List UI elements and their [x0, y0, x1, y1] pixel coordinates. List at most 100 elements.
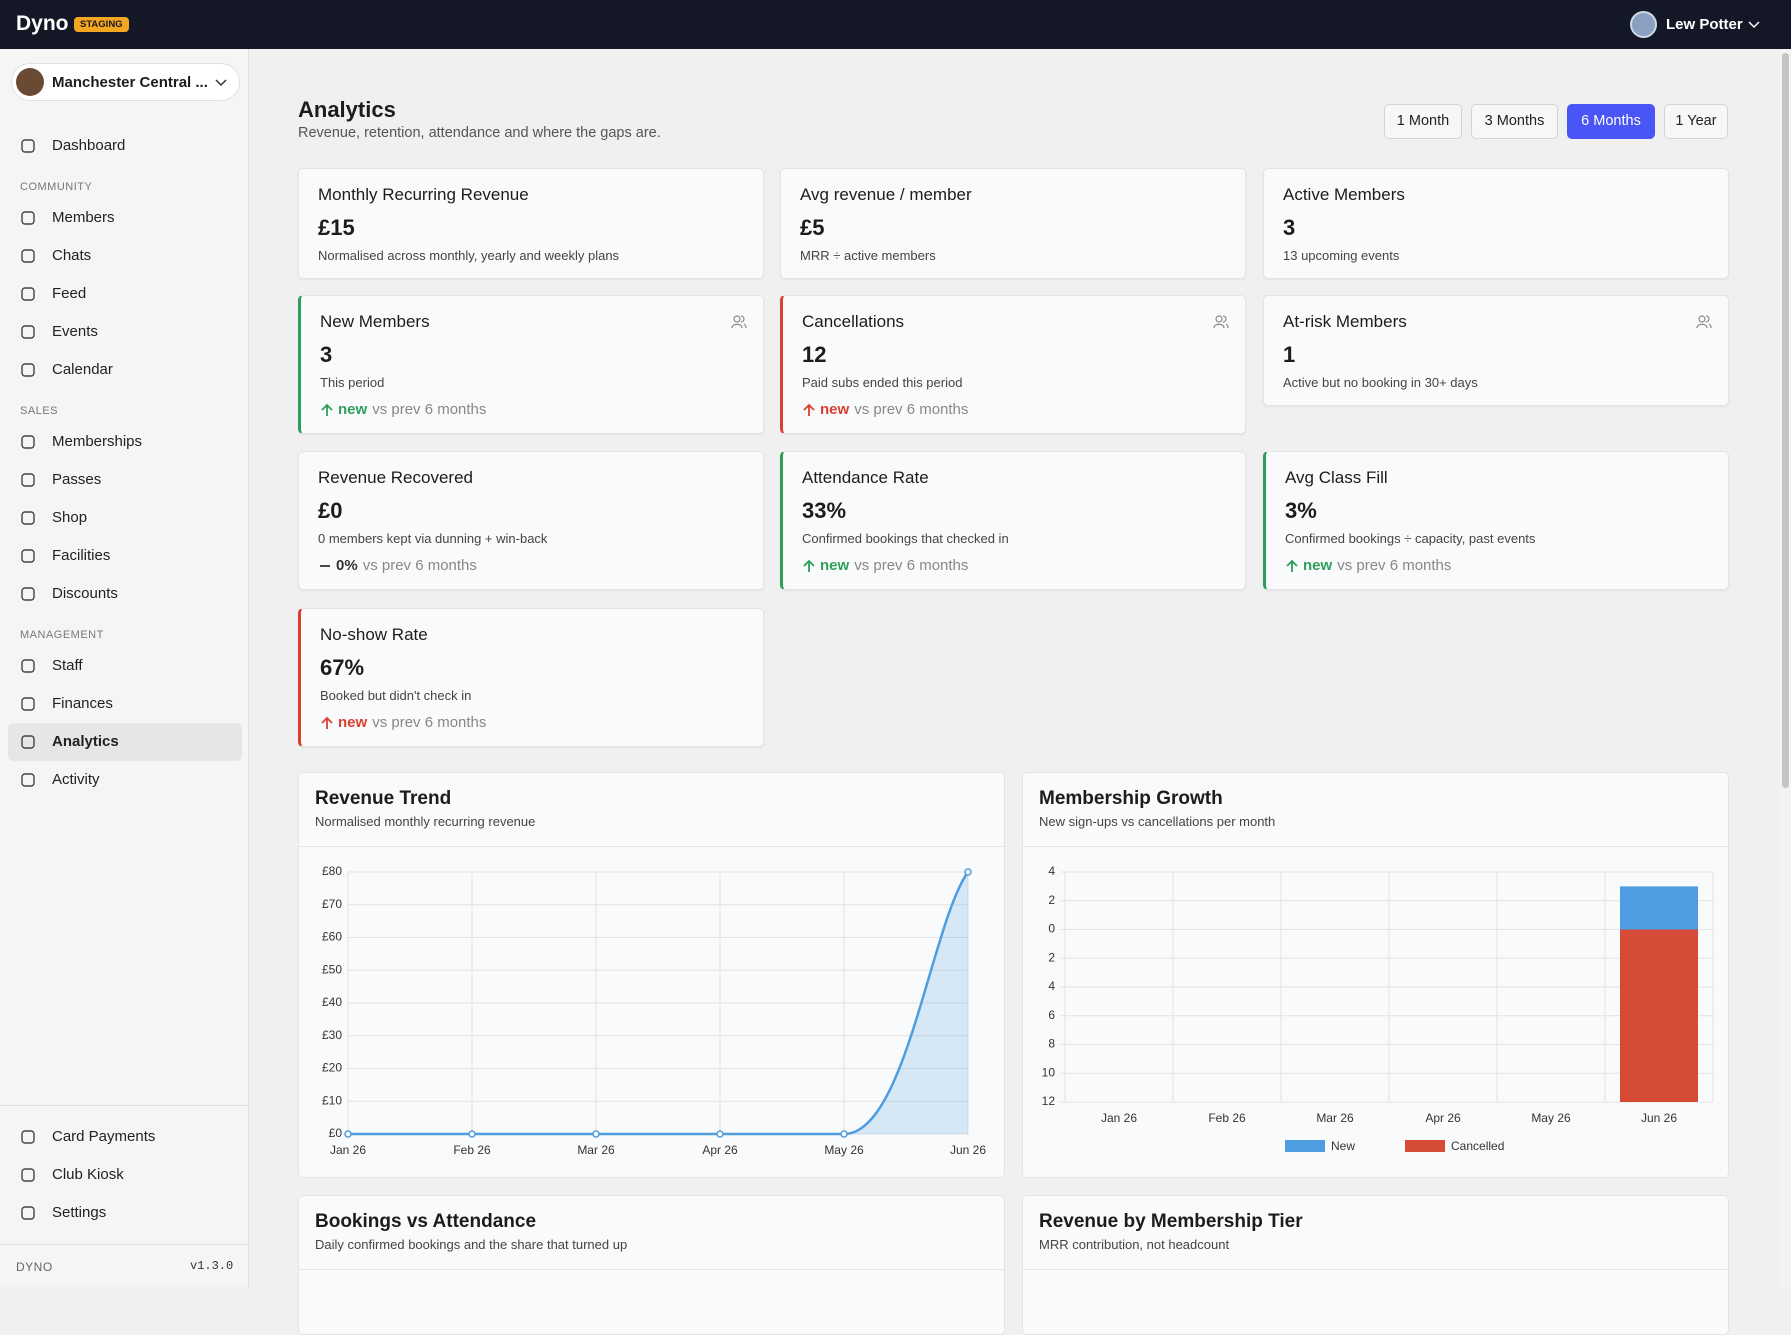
point — [716, 1130, 724, 1138]
icon-shape — [21, 735, 35, 749]
nav-item[interactable]: Settings — [8, 1194, 242, 1232]
panel-title: Revenue Trend — [315, 788, 452, 809]
trend-text: vs prev 6 months — [372, 714, 487, 731]
nav-item[interactable]: Analytics — [8, 723, 242, 761]
legend-label: New — [1331, 1139, 1355, 1153]
trend-text: vs prev 6 months — [854, 557, 969, 574]
nav-label: Facilities — [52, 547, 111, 564]
nav-label: Calendar — [52, 361, 113, 378]
range-button[interactable]: 1 Month — [1384, 104, 1462, 139]
nav-icon — [21, 435, 35, 449]
trend: 0% vs prev 6 months — [318, 556, 477, 576]
scroll-thumb[interactable] — [1782, 53, 1789, 788]
nav-item[interactable]: Memberships — [8, 423, 242, 461]
page-title: Analytics — [298, 97, 396, 122]
range-button[interactable]: 3 Months — [1471, 104, 1558, 139]
stat-card: Cancellations 12 Paid subs ended this peri… — [780, 295, 1246, 434]
divider — [0, 1105, 249, 1106]
card-title: Avg revenue / member — [800, 185, 972, 204]
icon-shape — [21, 363, 35, 377]
panel-title: Revenue by Membership Tier — [1039, 1211, 1303, 1232]
stat-card: No-show Rate 67% Booked but didn't check i… — [298, 608, 764, 747]
trend: new vs prev 6 months — [320, 400, 486, 420]
card-title: Cancellations — [802, 312, 905, 331]
trend-change: 0% — [336, 557, 358, 574]
area — [348, 872, 968, 1134]
nav-item[interactable]: Facilities — [8, 537, 242, 575]
nav-item[interactable]: Staff — [8, 647, 242, 685]
icon-shape — [21, 549, 35, 563]
nav-label: Memberships — [52, 433, 143, 450]
nav-item[interactable]: Passes — [8, 461, 242, 499]
y-tick-label: 12 — [1042, 1094, 1056, 1108]
nav-label: Settings — [52, 1204, 107, 1221]
icon-shape — [733, 315, 741, 323]
nav-item[interactable]: Calendar — [8, 351, 242, 389]
stat-card: At-risk Members 1 Active but no booking in… — [1263, 295, 1729, 406]
stat-card: Attendance Rate 33% Confirmed bookings tha… — [780, 451, 1246, 590]
divider — [299, 1269, 1004, 1270]
card-title: Attendance Rate — [802, 468, 929, 487]
icon-shape — [21, 249, 35, 263]
nav-item[interactable]: Chats — [8, 237, 242, 275]
env-badge: STAGING — [74, 17, 129, 32]
icon-shape — [21, 211, 35, 225]
card-description: MRR ÷ active members — [800, 248, 936, 263]
nav-heading: COMMUNITY — [20, 181, 93, 193]
y-tick-label: £80 — [322, 864, 342, 878]
nav-item[interactable]: Finances — [8, 685, 242, 723]
icon-shape — [1213, 315, 1229, 329]
user-name[interactable]: Lew Potter — [1666, 16, 1743, 33]
nav-item[interactable]: Discounts — [8, 575, 242, 613]
icon-shape — [21, 773, 35, 787]
nav-item[interactable]: Events — [8, 313, 242, 351]
icon-shape — [21, 139, 35, 153]
y-tick-label: £70 — [322, 897, 342, 911]
x-tick-label: May 26 — [824, 1143, 864, 1157]
point — [344, 1130, 352, 1138]
icon-shape — [21, 587, 35, 601]
nav-label: Discounts — [52, 585, 118, 602]
icon-shape — [21, 435, 35, 449]
card-value: 67% — [320, 655, 365, 680]
nav-icon — [21, 511, 35, 525]
arrow — [803, 559, 815, 572]
card-title: New Members — [320, 312, 430, 331]
arrow — [321, 716, 333, 729]
scrollbar[interactable] — [1780, 49, 1791, 1287]
y-tick-label: £60 — [322, 930, 342, 944]
card-description: 0 members kept via dunning + win-back — [318, 531, 548, 546]
club-selector[interactable]: Manchester Central ... — [11, 63, 240, 101]
nav-item[interactable]: Dashboard — [8, 127, 242, 165]
nav-item[interactable]: Card Payments — [8, 1118, 242, 1156]
nav-label: Dashboard — [52, 137, 126, 154]
trend: new vs prev 6 months — [802, 400, 968, 420]
divider — [1023, 1269, 1728, 1270]
y-tick-label: 8 — [1048, 1037, 1055, 1051]
nav-item[interactable]: Feed — [8, 275, 242, 313]
nav-icon — [21, 473, 35, 487]
card-title: No-show Rate — [320, 625, 428, 644]
nav-label: Analytics — [52, 733, 119, 750]
icon-shape — [21, 287, 35, 301]
x-tick-label: Jun 26 — [1641, 1111, 1677, 1125]
nav-item[interactable]: Activity — [8, 761, 242, 799]
panel-subtitle: MRR contribution, not headcount — [1039, 1237, 1230, 1252]
avatar[interactable] — [1630, 11, 1657, 38]
chart: Jan 26 Feb 26 Mar 26 Apr 26 May 26 Jun 26 £0 £1… — [322, 864, 986, 1157]
nav-icon — [21, 363, 35, 377]
panel-title: Bookings vs Attendance — [315, 1211, 537, 1232]
range-button[interactable]: 6 Months — [1567, 104, 1655, 139]
nav-item[interactable]: Members — [8, 199, 242, 237]
y-tick-label: 10 — [1042, 1065, 1056, 1079]
stat-card: Revenue Recovered £0 0 members kept via du… — [298, 451, 764, 590]
nav-item[interactable]: Shop — [8, 499, 242, 537]
trend-change: new — [338, 401, 368, 418]
icon-shape — [21, 325, 35, 339]
chart-panel: Membership Growth New sign-ups vs cancell… — [1022, 772, 1729, 1178]
nav-item[interactable]: Club Kiosk — [8, 1156, 242, 1194]
nav-icon — [21, 325, 35, 339]
bar — [1620, 929, 1698, 1102]
card-description: Confirmed bookings that checked in — [802, 531, 1009, 546]
range-button[interactable]: 1 Year — [1664, 104, 1728, 139]
